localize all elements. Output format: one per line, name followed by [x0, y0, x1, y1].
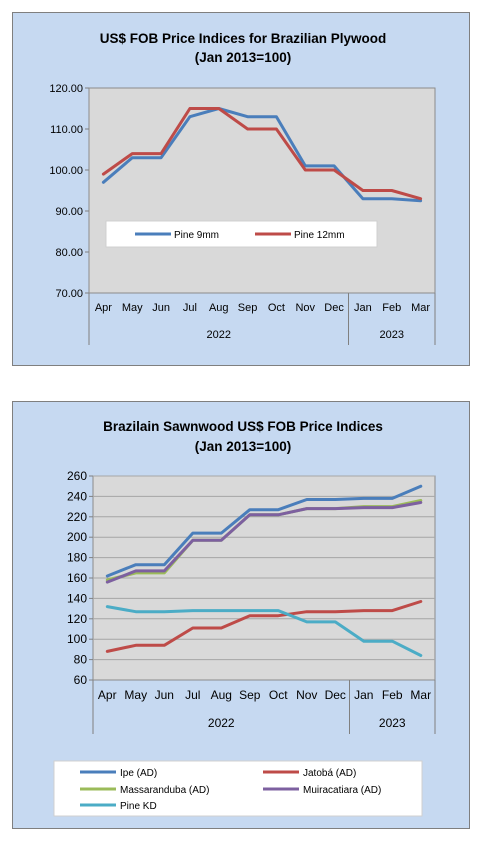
y-tick-label: 220	[67, 510, 87, 524]
sawnwood-chart-title: Brazilain Sawnwood US$ FOB Price Indices	[103, 419, 383, 434]
plywood-chart-subtitle: (Jan 2013=100)	[195, 50, 291, 65]
y-tick-label: 260	[67, 469, 87, 483]
legend-massaranduba: Massaranduba (AD)	[120, 785, 209, 796]
x-tick-label: Apr	[95, 302, 112, 314]
x-tick-label: Apr	[98, 688, 117, 702]
y-tick-label: 80	[74, 653, 88, 667]
x-tick-label: Jun	[152, 302, 170, 314]
series-line-pine-9mm	[101, 107, 423, 203]
legend-jatoba: Jatobá (AD)	[303, 768, 356, 779]
y-tick-label: 60	[74, 673, 88, 687]
legend-ipe: Ipe (AD)	[120, 768, 157, 779]
x-tick-label: May	[122, 302, 143, 314]
x-tick-label: Jan	[354, 688, 373, 702]
x-tick-label: Oct	[268, 302, 285, 314]
series-line-pine-12mm	[101, 107, 423, 201]
y-tick-label: 70.00	[55, 288, 83, 300]
x-tick-label: Sep	[239, 688, 261, 702]
x-tick-label: Jun	[155, 688, 174, 702]
y-tick-label: 100.00	[49, 165, 83, 177]
x-tick-label: Mar	[411, 302, 430, 314]
sawnwood-chart-panel: Brazilain Sawnwood US$ FOB Price Indices…	[12, 401, 470, 829]
series-line-ipe-ad	[105, 484, 423, 578]
plywood-chart-title: US$ FOB Price Indices for Brazilian Plyw…	[100, 31, 387, 46]
legend-pine-9mm: Pine 9mm	[174, 230, 219, 241]
sawnwood-chart-subtitle: (Jan 2013=100)	[195, 439, 291, 454]
series-line-pine-kd	[105, 605, 423, 657]
x-tick-label: Dec	[325, 688, 346, 702]
year-label: 2023	[380, 329, 404, 341]
x-tick-label: Jan	[354, 302, 372, 314]
plywood-chart: US$ FOB Price Indices for Brazilian Plyw…	[49, 31, 436, 345]
series-line-muiracatiara-ad	[105, 501, 423, 584]
y-tick-label: 110.00	[50, 124, 83, 136]
y-tick-label: 140	[67, 591, 87, 605]
x-tick-label: Feb	[382, 688, 403, 702]
x-tick-label: Jul	[185, 688, 200, 702]
y-tick-label: 100	[67, 632, 87, 646]
x-tick-label: Dec	[324, 302, 344, 314]
legend-muiracatiara: Muiracatiara (AD)	[303, 785, 381, 796]
y-tick-label: 120.00	[49, 83, 83, 95]
x-tick-label: Nov	[296, 688, 317, 702]
plywood-legend: Pine 9mm Pine 12mm	[105, 220, 378, 248]
series-line-jatob-ad	[105, 600, 423, 653]
y-tick-label: 90.00	[55, 206, 83, 218]
x-tick-label: Sep	[238, 302, 258, 314]
x-tick-label: Oct	[269, 688, 288, 702]
year-label: 2022	[207, 329, 231, 341]
sawnwood-chart: Brazilain Sawnwood US$ FOB Price Indices…	[53, 419, 436, 817]
legend-pine-12mm: Pine 12mm	[294, 230, 345, 241]
x-tick-label: Jul	[183, 302, 197, 314]
year-label: 2023	[379, 716, 406, 730]
x-tick-label: Nov	[295, 302, 315, 314]
legend-pine-kd: Pine KD	[120, 801, 157, 812]
year-label: 2022	[208, 716, 235, 730]
x-tick-label: Aug	[211, 688, 232, 702]
plywood-chart-panel: US$ FOB Price Indices for Brazilian Plyw…	[12, 12, 470, 366]
y-tick-label: 240	[67, 489, 87, 503]
y-tick-label: 80.00	[55, 247, 83, 259]
x-tick-label: Aug	[209, 302, 229, 314]
y-tick-label: 200	[67, 530, 87, 544]
x-tick-label: May	[124, 688, 147, 702]
y-tick-label: 120	[67, 612, 87, 626]
x-tick-label: Feb	[382, 302, 401, 314]
y-tick-label: 180	[67, 551, 87, 565]
y-tick-label: 160	[67, 571, 87, 585]
x-tick-label: Mar	[410, 688, 431, 702]
sawnwood-legend: Ipe (AD) Jatobá (AD) Massaranduba (AD) M…	[53, 760, 423, 817]
